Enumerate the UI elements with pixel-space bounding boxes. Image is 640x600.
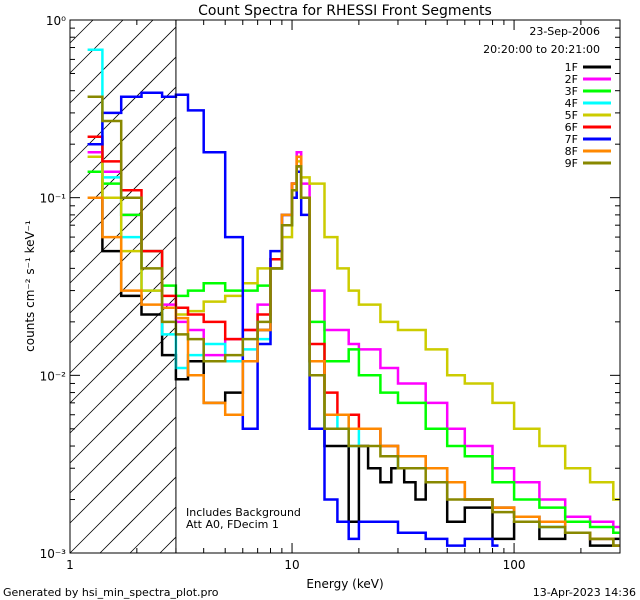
hatch-line (69, 19, 124, 74)
y-tick-label: 10⁻¹ (40, 192, 67, 206)
x-tick-label: 100 (503, 558, 526, 572)
hatch-line (69, 116, 177, 224)
legend-label-5F: 5F (565, 109, 578, 122)
annotation-attenuator: Att A0, FDecim 1 (186, 518, 279, 531)
hatch-line (69, 416, 177, 524)
hatch-line (69, 86, 177, 194)
hatch-line (69, 19, 154, 104)
series-5F (87, 155, 620, 501)
hatch-line (159, 536, 177, 554)
axes: 1 10 100 10⁰ 10⁻¹ 10⁻² 10⁻³ (40, 14, 621, 572)
y-tick-label: 10⁰ (46, 14, 66, 28)
series-layer (87, 48, 620, 547)
x-tick-label: 1 (66, 558, 74, 572)
observation-time-range: 20:20:00 to 20:21:00 (483, 43, 600, 56)
footer-generated-by: Generated by hsi_min_spectra_plot.pro (3, 586, 219, 599)
hatch-line (69, 386, 177, 494)
legend-label-8F: 8F (565, 145, 578, 158)
hatch-line (69, 176, 177, 284)
observation-date: 23-Sep-2006 (529, 25, 600, 38)
hatch-line (69, 356, 177, 464)
hatch-line (69, 446, 177, 554)
legend-label-6F: 6F (565, 121, 578, 134)
x-tick-label: 10 (284, 558, 299, 572)
y-tick-label: 10⁻² (40, 369, 67, 383)
chart-title: Count Spectra for RHESSI Front Segments (198, 3, 492, 19)
legend-label-1F: 1F (565, 61, 578, 74)
y-tick-label: 10⁻³ (40, 547, 67, 561)
hatch-line (69, 146, 177, 254)
plot-frame (69, 19, 621, 554)
legend-label-3F: 3F (565, 85, 578, 98)
legend-label-9F: 9F (565, 157, 578, 170)
hatch-line (69, 326, 177, 434)
y-axis-label: counts cm⁻² s⁻¹ keV⁻¹ (23, 220, 37, 352)
hatch-line (99, 476, 177, 554)
hatch-line (69, 266, 177, 374)
footer-timestamp: 13-Apr-2023 14:36 (533, 586, 636, 599)
hatch-line (129, 506, 177, 554)
legend-label-2F: 2F (565, 73, 578, 86)
x-axis-label: Energy (keV) (306, 577, 383, 591)
legend-label-7F: 7F (565, 133, 578, 146)
hatch-line (69, 19, 94, 44)
hatch-line (69, 26, 177, 134)
legend-label-4F: 4F (565, 97, 578, 110)
annotation-background: Includes Background (186, 506, 301, 519)
hatch-line (69, 206, 177, 314)
